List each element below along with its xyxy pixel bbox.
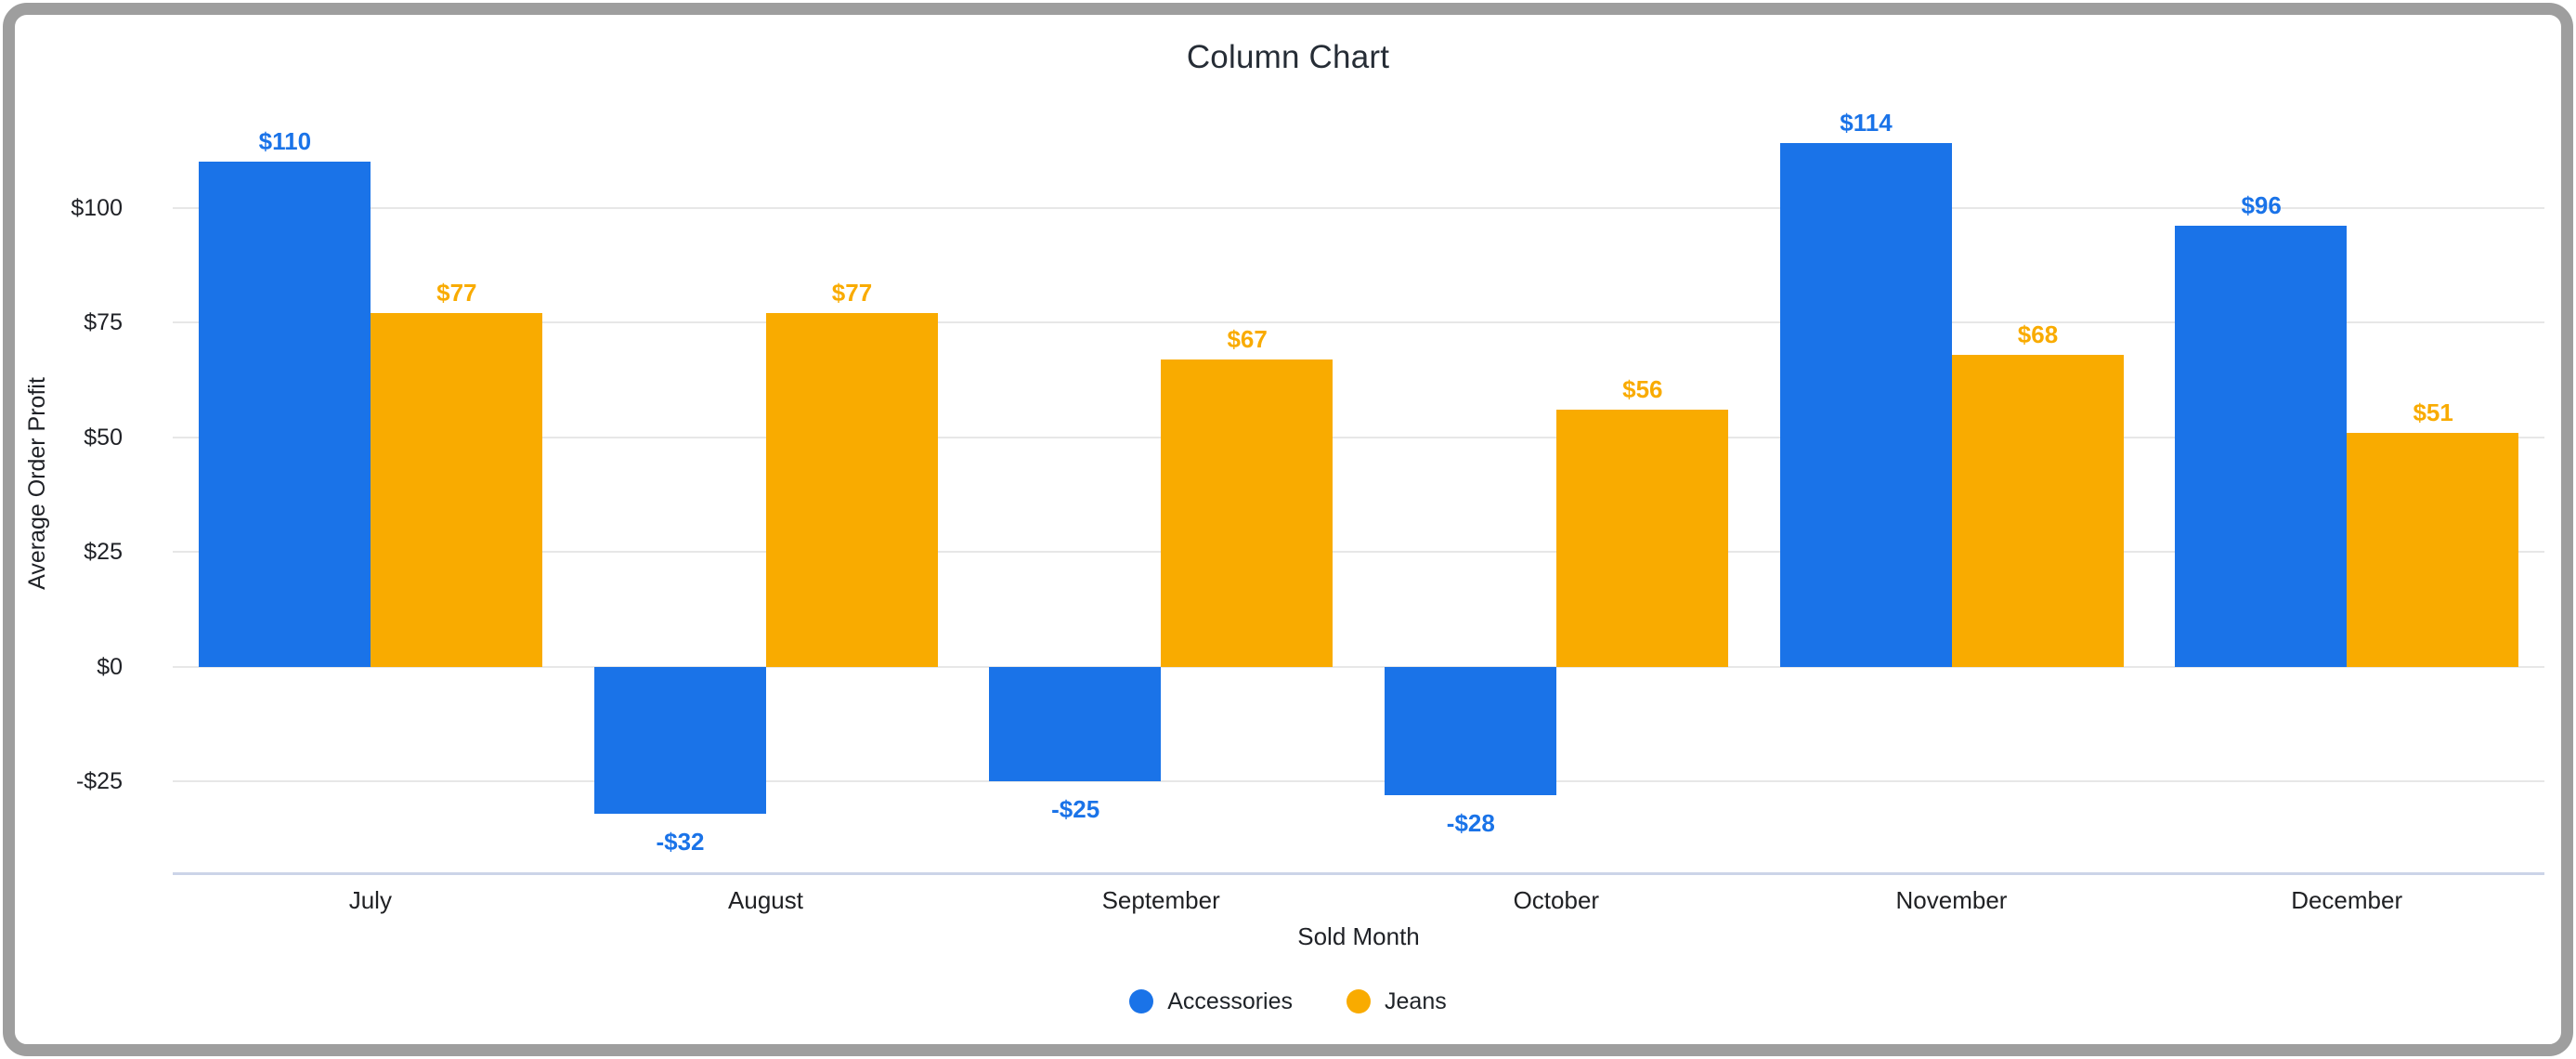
legend-label: Accessories — [1167, 987, 1294, 1014]
y-axis-tick-label: -$25 — [75, 768, 123, 795]
bar-accessories-july[interactable] — [198, 162, 371, 667]
legend-color-dot — [1347, 989, 1372, 1013]
gridline — [173, 665, 2544, 668]
gridline — [173, 321, 2544, 324]
gridline — [173, 206, 2544, 209]
bar-accessories-december[interactable] — [2175, 226, 2348, 667]
bar-jeans-november[interactable] — [1951, 354, 2124, 667]
y-axis-tick-label: $50 — [84, 424, 123, 451]
y-axis-tick-label: $25 — [84, 539, 123, 566]
bar-value-label: $68 — [2017, 320, 2059, 348]
bar-value-label: -$25 — [1051, 795, 1100, 824]
plot-area: $110 $77 -$32 $77 -$25 $67 -$28 $56 $114 $68 $96 $5… — [173, 93, 2544, 875]
bar-value-label: $67 — [1227, 324, 1268, 353]
bar-accessories-october[interactable] — [1384, 666, 1556, 795]
legend-label: Jeans — [1385, 987, 1447, 1014]
bar-value-label: -$28 — [1446, 809, 1495, 837]
bar-jeans-october[interactable] — [1555, 409, 1728, 667]
bar-value-label: $96 — [2241, 191, 2282, 220]
x-axis-label-september: September — [1101, 886, 1220, 914]
bar-accessories-august[interactable] — [593, 666, 766, 814]
bar-jeans-july[interactable] — [370, 313, 542, 667]
legend-color-dot — [1129, 989, 1154, 1013]
y-axis-tick-label: $75 — [84, 309, 123, 336]
bar-jeans-september[interactable] — [1161, 359, 1334, 667]
gridline — [173, 780, 2544, 783]
bar-value-label: -$32 — [656, 827, 705, 856]
bar-accessories-november[interactable] — [1779, 143, 1952, 667]
legend-item-accessories[interactable]: Accessories — [1129, 988, 1293, 1015]
bar-accessories-september[interactable] — [989, 666, 1162, 782]
x-axis-label-july: July — [348, 886, 392, 914]
bar-jeans-december[interactable] — [2347, 432, 2519, 667]
chart-title: Column Chart — [1186, 39, 1390, 75]
legend-item-jeans[interactable]: Jeans — [1347, 988, 1447, 1015]
bar-value-label: $114 — [1840, 109, 1893, 137]
bar-value-label: $51 — [2413, 398, 2453, 426]
bar-value-label: $77 — [436, 279, 477, 307]
bar-value-label: $77 — [831, 279, 873, 307]
x-axis-title: Sold Month — [1297, 922, 1420, 950]
x-axis-label-november: November — [1895, 886, 2008, 914]
gridline — [173, 551, 2544, 554]
bar-value-label: $56 — [1622, 374, 1663, 403]
legend: Accessories Jeans — [15, 985, 2561, 1018]
x-axis-baseline — [173, 872, 2544, 875]
x-axis-labels: July August September October November Decemb… — [173, 884, 2544, 916]
x-axis-label-december: December — [2291, 886, 2403, 914]
chart-card: Column Chart Average Order Profit $110 $7… — [3, 3, 2573, 1056]
x-axis-label-october: October — [1513, 886, 1600, 914]
x-axis-label-august: August — [728, 886, 803, 914]
bar-jeans-august[interactable] — [765, 313, 938, 667]
y-axis-tick-label: $0 — [97, 653, 123, 680]
bar-value-label: $110 — [258, 127, 312, 156]
gridline — [173, 436, 2544, 438]
y-axis-tick-label: $100 — [71, 194, 123, 221]
